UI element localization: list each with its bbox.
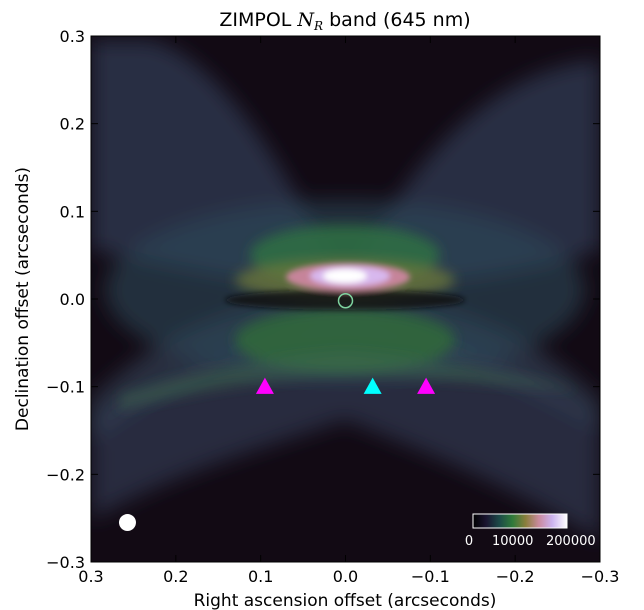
axis-ticks <box>90 35 601 563</box>
y-tick-labels: 0.3 0.2 0.1 0.0 −0.1 −0.2 −0.3 <box>46 27 85 572</box>
colorbar-tick-label: 200000 <box>546 534 596 549</box>
open-circle-marker <box>337 293 354 309</box>
y-axis-title: Declination offset (arcseconds) <box>13 167 33 431</box>
nebula-outer-glow <box>91 40 600 540</box>
nebula-image <box>91 36 600 562</box>
triangle-marker <box>255 377 274 394</box>
x-tick-label: −0.3 <box>581 567 620 586</box>
y-tick-label: −0.1 <box>46 378 85 397</box>
y-tick-label: 0.0 <box>60 290 85 309</box>
title-symbol: N <box>296 9 315 31</box>
colorbar-gradient <box>472 513 568 529</box>
nebula-core <box>225 263 465 310</box>
x-tick-label: 0.0 <box>333 567 358 586</box>
colorbar-labels: 0 10000 200000 <box>465 534 596 549</box>
beam-size-marker <box>118 514 136 532</box>
x-tick-label: 0.3 <box>78 567 103 586</box>
chart-title: ZIMPOL NR band (645 nm) <box>219 9 470 33</box>
y-tick-label: −0.3 <box>46 553 85 572</box>
colorbar-tick-label: 0 <box>465 534 473 549</box>
x-tick-label: 0.1 <box>248 567 273 586</box>
y-tick-label: 0.3 <box>60 27 85 46</box>
colorbar-tick-label: 10000 <box>492 534 533 549</box>
title-suffix: band (645 nm) <box>323 9 471 31</box>
markers <box>118 293 436 532</box>
x-tick-label: −0.2 <box>496 567 535 586</box>
x-axis-title: Right ascension offset (arcseconds) <box>194 591 497 610</box>
y-tick-label: 0.2 <box>60 115 85 134</box>
colorbar: 0 10000 200000 <box>465 513 596 549</box>
y-tick-label: −0.2 <box>46 465 85 484</box>
y-tick-label: 0.1 <box>60 202 85 221</box>
title-subscript: R <box>313 19 323 33</box>
x-tick-labels: 0.3 0.2 0.1 0.0 −0.1 −0.2 −0.3 <box>78 567 619 586</box>
x-tick-label: 0.2 <box>163 567 188 586</box>
triangle-marker <box>417 377 436 394</box>
triangle-marker <box>363 377 382 394</box>
x-tick-label: −0.1 <box>411 567 450 586</box>
